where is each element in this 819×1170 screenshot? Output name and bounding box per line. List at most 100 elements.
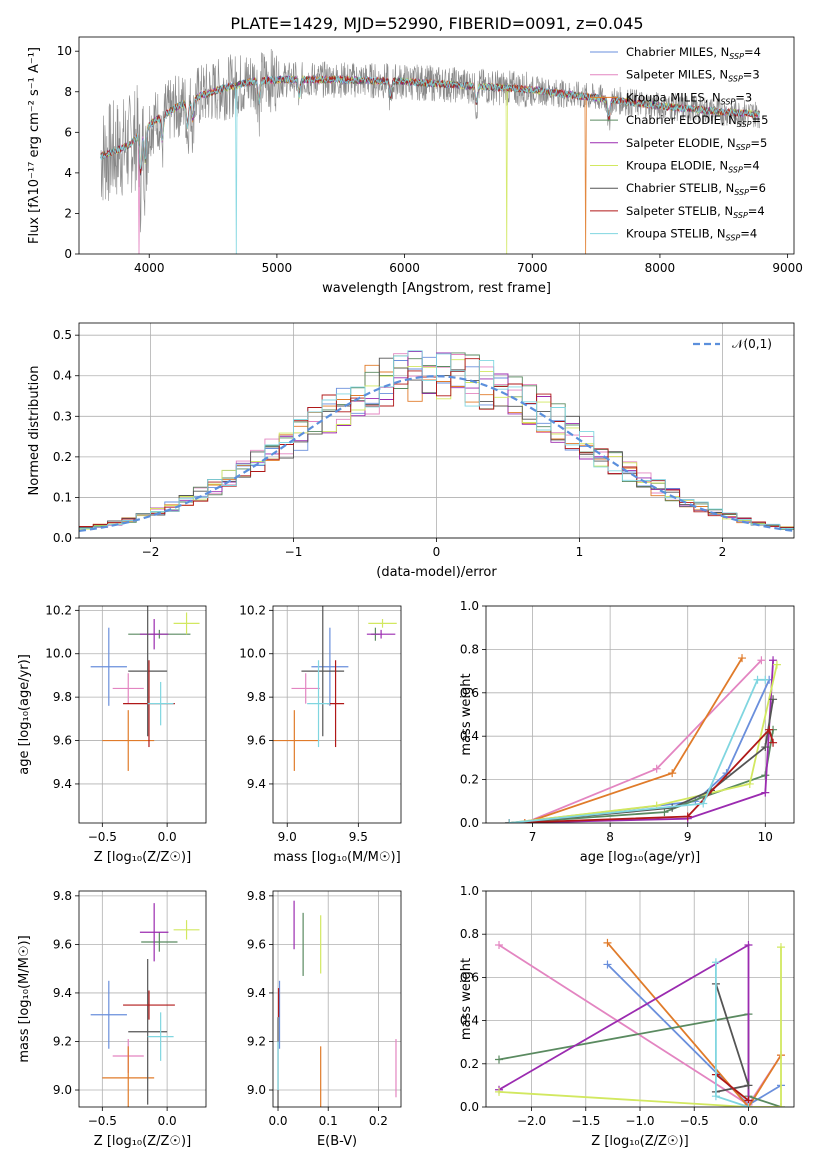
x-axis-label: Z [log₁₀(Z/Z☉)] [94,1134,191,1149]
x-tick-label: 8 [606,830,614,844]
y-tick-label: 0.2 [53,450,72,464]
x-axis-label: age [log₁₀(age/yr)] [580,850,701,865]
y-tick-label: 9.8 [53,889,72,903]
y-axis-label: Flux [fλ10⁻¹⁷ erg cm⁻² s⁻¹ A⁻¹] [27,47,42,244]
y-tick-label: 8 [64,85,72,99]
legend-label: Salpeter ELODIE, NSSP=5 [626,136,767,152]
axes-frame [485,605,795,824]
x-axis-label: E(B-V) [317,1134,357,1149]
y-tick-label: 9.6 [53,734,72,748]
y-tick-label: 0.8 [460,642,479,656]
x-tick-label: 9.0 [278,830,297,844]
x-axis-label: Z [log₁₀(Z/Z☉)] [591,1134,688,1149]
spectrum-plot-area [100,48,760,254]
x-tick-label: 2 [719,545,727,559]
series-marker [761,743,770,752]
y-tick-label: 9.8 [53,690,72,704]
y-tick-label: 2 [64,206,72,220]
series-line [509,678,766,823]
x-tick-label: 8000 [645,261,676,275]
series-line [509,679,771,823]
y-tick-label: 0 [64,247,72,261]
data-point [112,673,144,704]
x-tick-label: −1.0 [625,1114,654,1128]
y-tick-label: 9.8 [247,889,266,903]
y-tick-label: 1.0 [460,884,479,898]
y-tick-label: 9.4 [247,986,266,1000]
legend-label: Kroupa MILES, NSSP=3 [626,90,752,106]
y-tick-label: 0.2 [460,773,479,787]
y-tick-label: 9.2 [53,1034,72,1048]
series-marker [776,1103,785,1107]
x-tick-label: 1 [576,545,584,559]
y-tick-label: 0.5 [53,328,72,342]
y-tick-label: 6 [64,125,72,139]
series-marker [495,1087,504,1096]
series-marker [711,958,720,967]
age_vs_mass-panel: 9.0 9.5 9.4 9.6 9.8 10.0 10.2 mass [log₁₀(M/M☉)… [239,603,402,865]
series-marker [769,656,778,665]
axes-frame [78,36,795,255]
age_vs_Z-panel: −0.5 0.0 9.4 9.6 9.8 10.0 10.2 Z [log₁₀(Z/Z☉)] a… [17,603,207,865]
data-point [366,629,396,639]
series-marker [769,738,778,747]
x-axis-label: Z [log₁₀(Z/Z☉)] [94,850,191,865]
x-tick-label: 0.2 [369,1114,388,1128]
y-tick-label: 9.2 [247,1034,266,1048]
massweight_vs_age-plot-area [505,654,781,823]
y-tick-label: 9.6 [247,734,266,748]
data-point [123,990,175,1020]
residuals-plot-area [79,350,794,538]
series-marker [668,769,677,778]
histogram-step [79,350,794,538]
y-tick-label: 0.8 [460,927,479,941]
y-tick-label: 0.4 [460,1014,479,1028]
axes-frame [272,605,402,824]
series-marker [699,799,708,808]
series-marker [757,656,766,665]
x-tick-label: 6000 [389,261,420,275]
residuals-panel: −2 −1 0 1 2 0.0 0.1 0.2 0.3 0.4 0.5 (data-model)/er… [27,322,795,580]
age_vs_mass-plot-area [273,606,397,771]
x-tick-label: 0.1 [319,1114,338,1128]
data-point [128,958,168,1105]
x-tick-label: −2 [142,545,160,559]
y-tick-label: 9.4 [247,777,266,791]
axes-frame [78,322,795,539]
x-tick-label: 0.0 [158,1114,177,1128]
mass_vs_EBV-plot-area [277,900,397,1107]
legend-label: Chabrier ELODIE, NSSP=5 [626,113,768,129]
series-marker [495,941,504,949]
data-point [90,980,127,1049]
data-point [128,606,168,737]
y-tick-label: 10.2 [239,603,266,617]
figure-title: PLATE=1429, MJD=52990, FIBERID=0091, z=0… [230,14,643,33]
series-line [606,942,782,1107]
x-tick-label: 7000 [517,261,548,275]
data-point [141,932,178,952]
x-tick-label: −1.5 [571,1114,600,1128]
x-tick-label: 9000 [772,261,803,275]
data-point [311,627,349,706]
series-line [509,664,778,823]
data-point [147,681,174,726]
data-point [139,903,169,962]
y-tick-label: 9.4 [53,777,72,791]
series-line [509,727,774,823]
series-marker [761,788,770,797]
series-marker [711,1092,720,1101]
x-axis-label: (data-model)/error [376,565,497,580]
legend-label: Chabrier STELIB, NSSP=6 [626,181,766,197]
y-tick-label: 9.4 [53,986,72,1000]
series-marker [772,660,781,669]
model-line [100,75,760,254]
y-tick-label: 0.6 [460,686,479,700]
y-tick-label: 4 [64,166,72,180]
series-marker [753,675,762,684]
y-tick-label: 10.0 [45,647,72,661]
legend-label: Kroupa ELODIE, NSSP=4 [626,159,760,175]
x-tick-label: 0 [433,545,441,559]
y-tick-label: 1.0 [460,599,479,613]
axes-frame [272,890,402,1108]
data-point [368,619,397,628]
